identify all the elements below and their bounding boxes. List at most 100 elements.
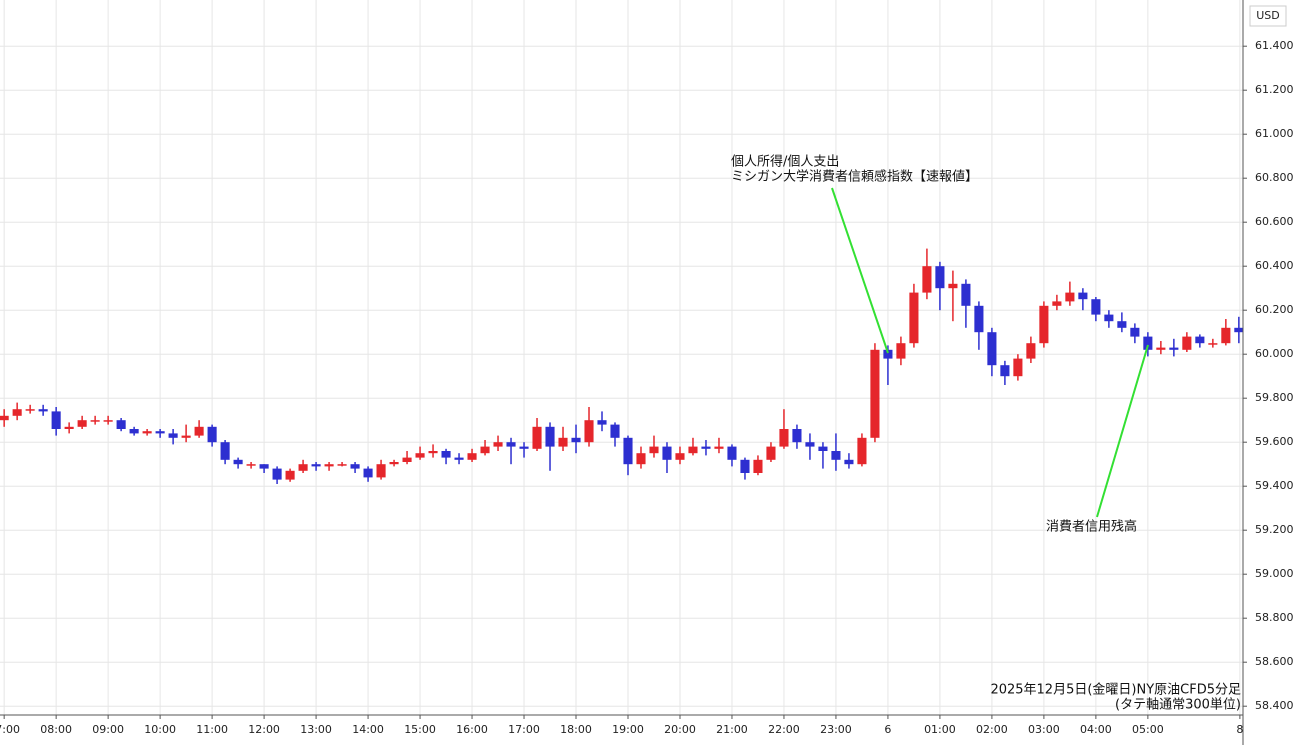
x-tick-label: 04:00: [1080, 723, 1112, 736]
candle-body: [0, 415, 9, 421]
candle-body: [974, 305, 984, 333]
candles: [0, 248, 1244, 484]
annotation: ミシガン大学消費者信頼感指数【速報値】: [731, 169, 978, 185]
candle-body: [584, 420, 594, 443]
candle-body: [77, 420, 87, 427]
candle-body: [363, 468, 373, 478]
candle-body: [961, 283, 971, 306]
candle-body: [64, 426, 74, 429]
y-tick-label: 60.400: [1255, 259, 1294, 272]
y-tick-label: 58.400: [1255, 699, 1294, 712]
candle-body: [922, 266, 932, 293]
candle-body: [870, 349, 880, 438]
candle-body: [233, 459, 243, 465]
candle-body: [818, 446, 828, 451]
candle-body: [402, 457, 412, 462]
candle-body: [324, 464, 334, 467]
chart-note: 2025年12月5日(金曜日)NY原油CFD5分足: [990, 682, 1241, 698]
x-tick-label: 09:00: [92, 723, 124, 736]
candle-body: [298, 464, 308, 471]
candle-body: [1156, 347, 1166, 350]
candle-body: [1052, 301, 1062, 306]
x-tick-label: 10:00: [144, 723, 176, 736]
x-tick-label: 14:00: [352, 723, 384, 736]
x-tick-label: 17:00: [508, 723, 540, 736]
candle-body: [194, 426, 204, 436]
candle-body: [220, 442, 230, 460]
candle-body: [51, 411, 61, 429]
x-tick-label: 6: [884, 723, 891, 736]
x-tick-label: 02:00: [976, 723, 1008, 736]
candle-body: [545, 426, 555, 447]
y-tick-label: 58.800: [1255, 611, 1294, 624]
unit-box: [1249, 5, 1287, 27]
y-tick-label: 60.200: [1255, 303, 1294, 316]
candle-body: [597, 420, 607, 425]
candle-body: [558, 437, 568, 447]
y-tick-label: 60.800: [1255, 171, 1294, 184]
candle-body: [701, 446, 711, 449]
candle-body: [272, 468, 282, 480]
candle-body: [506, 442, 516, 447]
candle-body: [38, 409, 48, 412]
candle-body: [883, 349, 893, 359]
candle-body: [1130, 327, 1140, 337]
candle-body: [987, 332, 997, 366]
candle-body: [519, 446, 529, 449]
candle-body: [1000, 365, 1010, 377]
candle-body: [935, 266, 945, 289]
x-tick-label: 13:00: [300, 723, 332, 736]
candle-body: [662, 446, 672, 460]
candle-body: [1078, 292, 1088, 300]
y-tick-label: 58.600: [1255, 655, 1294, 668]
candle-body: [857, 437, 867, 465]
grid: [0, 0, 1243, 715]
candle-body: [415, 453, 425, 458]
candle-body: [350, 464, 360, 469]
y-unit: USD: [1256, 9, 1280, 22]
candle-body: [1169, 347, 1179, 350]
candle-body: [103, 420, 113, 422]
candle-body: [896, 343, 906, 359]
candle-body: [155, 431, 165, 434]
y-tick-label: 59.000: [1255, 567, 1294, 580]
candle-body: [1013, 358, 1023, 377]
candle-body: [753, 459, 763, 473]
candle-body: [493, 442, 503, 447]
candle-body: [337, 464, 347, 466]
y-tick-label: 61.200: [1255, 83, 1294, 96]
candle-body: [90, 420, 100, 422]
candle-body: [636, 453, 646, 465]
candle-body: [1065, 292, 1075, 302]
candle-body: [805, 442, 815, 447]
y-tick-label: 59.800: [1255, 391, 1294, 404]
candle-body: [467, 453, 477, 460]
x-tick-label: 19:00: [612, 723, 644, 736]
x-tick-label: 22:00: [768, 723, 800, 736]
candle-body: [714, 446, 724, 449]
y-tick-label: 59.600: [1255, 435, 1294, 448]
candle-body: [1026, 343, 1036, 359]
x-tick-label: 21:00: [716, 723, 748, 736]
x-tick-label: 16:00: [456, 723, 488, 736]
x-tick-label: 12:00: [248, 723, 280, 736]
candle-body: [571, 437, 581, 443]
candle-body: [376, 464, 386, 478]
candle-body: [1104, 314, 1114, 322]
candle-body: [142, 431, 152, 434]
candle-body: [311, 464, 321, 467]
y-tick-label: 59.200: [1255, 523, 1294, 536]
candle-body: [1208, 343, 1218, 345]
x-tick-label: 23:00: [820, 723, 852, 736]
candle-body: [623, 437, 633, 465]
candle-body: [948, 283, 958, 289]
candle-body: [675, 453, 685, 460]
candle-body: [1117, 321, 1127, 328]
y-tick-label: 61.400: [1255, 39, 1294, 52]
candle-body: [831, 451, 841, 460]
candle-body: [792, 429, 802, 443]
candle-body: [1143, 336, 1153, 350]
candle-body: [168, 433, 178, 438]
candle-body: [1195, 336, 1205, 344]
